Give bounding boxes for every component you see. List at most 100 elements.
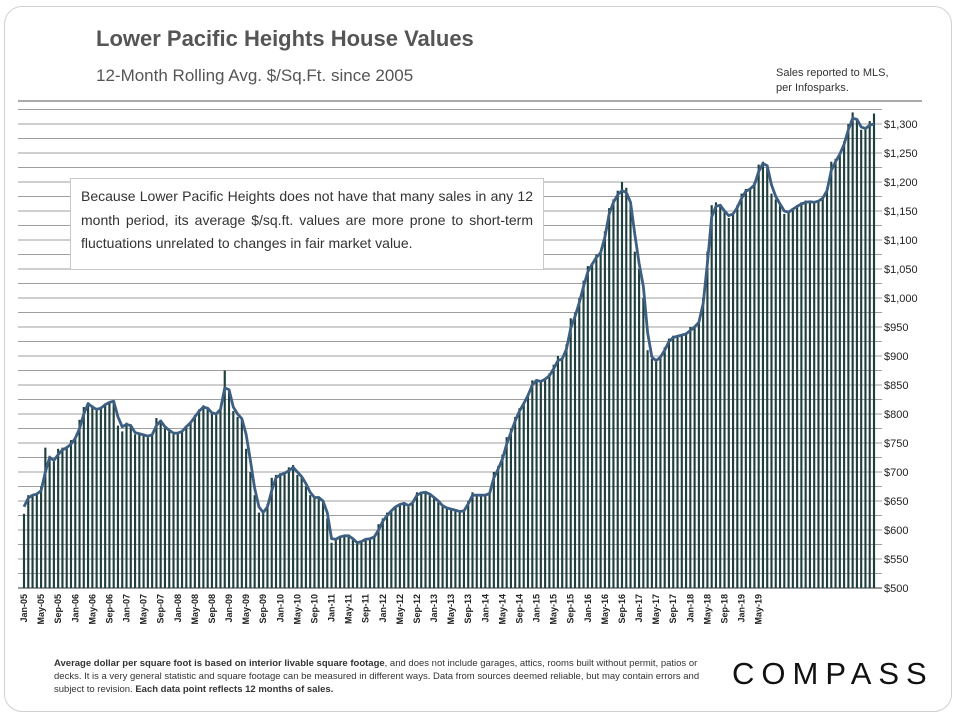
bar	[629, 205, 632, 588]
bar	[599, 251, 602, 588]
bar	[99, 407, 102, 588]
y-tick-label: $1,000	[884, 293, 918, 305]
line-series	[22, 116, 875, 545]
bar	[497, 466, 500, 588]
bar	[612, 199, 615, 588]
bar	[44, 447, 47, 588]
bar	[723, 212, 726, 588]
bar	[667, 338, 671, 588]
x-tick-label: Sep-05	[53, 594, 63, 624]
y-tick-label: $800	[884, 409, 908, 421]
x-tick-label: Jan-14	[480, 594, 490, 623]
bar	[227, 390, 231, 588]
bar	[57, 448, 60, 588]
bar	[484, 495, 487, 588]
bar	[552, 364, 555, 588]
bar	[608, 208, 611, 588]
bar	[638, 269, 641, 588]
bar	[35, 492, 38, 588]
bar	[74, 437, 77, 588]
bar	[330, 542, 333, 588]
bar	[860, 129, 863, 589]
bar	[420, 492, 423, 588]
bar	[843, 141, 846, 588]
y-tick-label: $500	[884, 583, 908, 595]
bar	[680, 333, 683, 588]
bar	[163, 428, 167, 588]
x-tick-label: Jan-10	[275, 594, 285, 623]
bar	[804, 200, 807, 588]
bar	[714, 202, 718, 589]
y-tick-label: $1,100	[884, 235, 918, 247]
bar	[343, 535, 346, 588]
bar	[236, 416, 239, 588]
bar	[210, 414, 214, 588]
bar	[825, 187, 829, 589]
bar	[766, 167, 769, 588]
bar	[509, 428, 513, 588]
bar	[326, 518, 329, 588]
bar	[317, 496, 320, 588]
bar	[321, 501, 325, 588]
y-tick-label: $900	[884, 351, 908, 363]
bar	[253, 495, 256, 588]
bar	[864, 126, 867, 589]
x-tick-label: Jan-16	[583, 594, 593, 623]
footer-bold-2: Each data point reflects 12 months of sa…	[135, 684, 334, 695]
bar	[347, 534, 350, 588]
bar	[91, 405, 94, 588]
bar	[428, 495, 431, 588]
bar	[232, 411, 235, 588]
x-tick-label: May-15	[549, 594, 559, 625]
chart-title: Lower Pacific Heights House Values	[96, 26, 474, 51]
footer-disclaimer: Average dollar per square foot is based …	[54, 657, 704, 696]
x-tick-label: May-16	[600, 594, 610, 625]
bar	[432, 498, 436, 588]
bar	[334, 538, 337, 588]
bar	[650, 358, 653, 588]
bar	[121, 431, 124, 588]
bar	[488, 492, 491, 588]
bar	[279, 473, 282, 588]
bar	[757, 164, 760, 588]
bar-series	[22, 112, 876, 589]
bar	[467, 501, 470, 588]
bar	[437, 502, 440, 588]
compass-logo: COMPASS	[732, 656, 934, 691]
y-tick-label: $1,200	[884, 177, 918, 189]
bar	[40, 486, 43, 588]
bar	[445, 507, 448, 588]
bar	[693, 325, 696, 588]
footer-bold-1: Average dollar per square foot is based …	[54, 658, 385, 669]
bar	[539, 381, 542, 588]
bar	[770, 193, 773, 588]
bar	[48, 455, 51, 588]
source-line-2: per Infosparks.	[776, 82, 849, 94]
x-tick-label: Sep-16	[617, 594, 627, 624]
x-tick-label: May-10	[292, 594, 302, 625]
bar	[450, 509, 453, 588]
bar	[582, 280, 585, 588]
bar	[385, 512, 389, 588]
bar	[740, 193, 743, 588]
bar	[262, 512, 265, 588]
x-tick-label: May-11	[344, 594, 354, 624]
x-tick-label: Sep-10	[309, 594, 319, 624]
bar	[514, 416, 517, 588]
annotation-box: Because Lower Pacific Heights does not h…	[70, 178, 544, 270]
x-tick-label: Sep-06	[104, 594, 114, 624]
bar	[52, 461, 55, 588]
bar	[603, 231, 606, 589]
bar	[407, 506, 410, 588]
bar	[855, 119, 858, 589]
bar	[834, 158, 837, 589]
bar	[360, 540, 363, 588]
bar	[415, 492, 419, 588]
bar	[287, 467, 290, 588]
bar	[82, 407, 85, 588]
bar	[761, 161, 765, 588]
bar	[364, 538, 367, 588]
bar	[176, 432, 179, 588]
bar	[78, 419, 81, 588]
y-tick-label: $700	[884, 467, 908, 479]
